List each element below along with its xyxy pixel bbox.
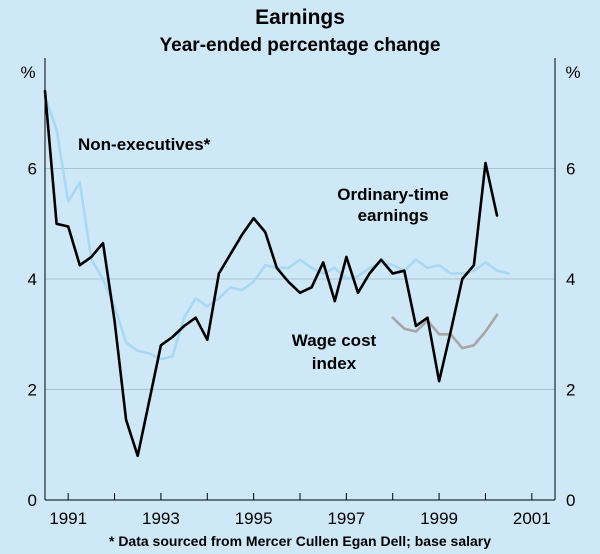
y-tick-left-0: 0 — [28, 491, 37, 510]
right-axis-unit: % — [565, 63, 580, 82]
x-axis-tick-marks — [67, 493, 533, 500]
x-tick-1991: 1991 — [49, 509, 87, 528]
x-tick-2001: 2001 — [513, 509, 551, 528]
annotation-ordinary-time: Ordinary-time — [337, 185, 448, 204]
x-tick-1995: 1995 — [235, 509, 273, 528]
x-axis-ticks: 1991 1993 1995 1997 1999 2001 — [49, 509, 550, 528]
chart-background — [0, 58, 600, 554]
x-tick-1997: 1997 — [327, 509, 365, 528]
y-tick-right-2: 2 — [566, 381, 575, 400]
x-tick-1993: 1993 — [142, 509, 180, 528]
right-axis-ticks: 0 2 4 6 — [566, 160, 575, 511]
annotation-wage-cost: Wage cost — [292, 331, 377, 350]
chart-subtitle: Year-ended percentage change — [160, 35, 441, 56]
y-tick-right-6: 6 — [566, 160, 575, 179]
chart-title: Earnings — [255, 6, 345, 29]
footnote: * Data sourced from Mercer Cullen Egan D… — [109, 533, 491, 549]
annotation-earnings: earnings — [358, 206, 429, 225]
left-axis-unit: % — [20, 63, 35, 82]
y-tick-right-0: 0 — [566, 491, 575, 510]
left-axis-ticks: 0 2 4 6 — [28, 160, 37, 511]
y-tick-left-6: 6 — [28, 160, 37, 179]
gridlines — [45, 168, 555, 390]
annotation-non-executives: Non-executives* — [78, 135, 211, 154]
y-tick-left-2: 2 — [28, 381, 37, 400]
y-tick-left-4: 4 — [28, 270, 37, 289]
series-line-ordinary-time-earnings — [43, 89, 499, 458]
x-tick-1999: 1999 — [420, 509, 458, 528]
annotation-index: index — [312, 354, 357, 373]
series-lines — [43, 89, 510, 458]
series-line-wage-cost-index — [391, 313, 499, 350]
y-tick-right-4: 4 — [566, 270, 575, 289]
